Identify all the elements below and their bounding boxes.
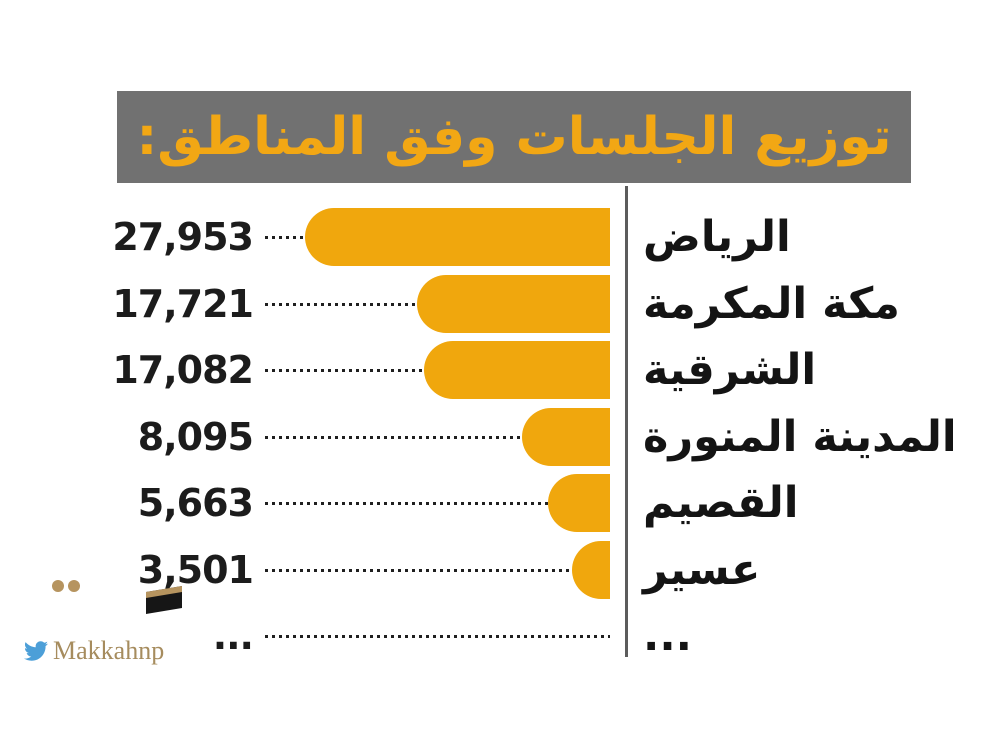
chart-row-3: 8,095: [0, 404, 610, 470]
bar: [424, 341, 610, 399]
category-label: ...: [643, 611, 693, 661]
dotted-leader-line: [265, 568, 572, 572]
category-label: الشرقية: [643, 345, 817, 395]
logo-dot: [68, 580, 80, 592]
category-label: القصيم: [643, 478, 799, 528]
makkah-newspaper-logo: مكة: [52, 580, 188, 644]
chart-row-0: 27,953: [0, 204, 610, 270]
dotted-leader-line: [265, 235, 305, 239]
value-label: 5,663: [137, 481, 254, 525]
value-label: 3,501: [137, 548, 254, 592]
dotted-leader-line: [265, 368, 424, 372]
twitter-handle: Makkahnp: [53, 636, 165, 665]
chart-title: توزيع الجلسات وفق المناطق:: [136, 107, 892, 167]
chart-row-1: 17,721: [0, 271, 610, 337]
chart-row-4: 5,663: [0, 470, 610, 536]
category-label: عسير: [643, 545, 761, 595]
chart-row-5: 3,501: [0, 537, 610, 603]
twitter-bird-icon: [24, 641, 48, 661]
twitter-handle-row: Makkahnp: [24, 638, 164, 664]
chart-row-6: ...: [0, 603, 610, 669]
value-label: 17,721: [112, 282, 254, 326]
dotted-leader-line: [265, 634, 610, 638]
chart-title-bar: توزيع الجلسات وفق المناطق:: [117, 91, 911, 183]
dotted-leader-line: [265, 435, 522, 439]
category-label: الرياض: [643, 212, 791, 262]
bar: [572, 541, 610, 599]
bar: [548, 474, 610, 532]
kaaba-band: [146, 586, 182, 598]
value-label: ...: [212, 614, 254, 658]
value-label: 17,082: [112, 348, 254, 392]
bar: [522, 408, 610, 466]
bar: [417, 275, 610, 333]
category-labels-column: الرياض مكة المكرمة الشرقية المدينة المنورة ا…: [643, 0, 1000, 750]
value-label: 8,095: [137, 415, 254, 459]
logo-wordmark: مكة: [186, 584, 188, 644]
category-label: المدينة المنورة: [643, 412, 957, 462]
category-label: مكة المكرمة: [643, 279, 900, 329]
value-label: 27,953: [112, 215, 254, 259]
logo-dot: [52, 580, 64, 592]
chart-row-2: 17,082: [0, 337, 610, 403]
bar: [305, 208, 610, 266]
dotted-leader-line: [265, 302, 417, 306]
axis-divider-line: [625, 186, 628, 657]
dotted-leader-line: [265, 501, 548, 505]
